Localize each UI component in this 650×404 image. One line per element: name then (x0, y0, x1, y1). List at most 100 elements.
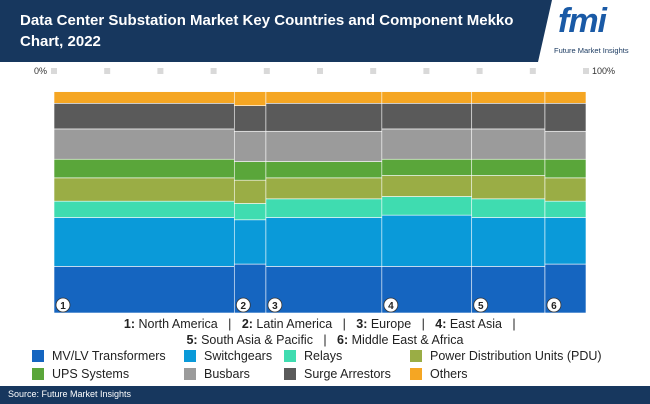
mekko-segment (544, 91, 587, 104)
mekko-segment (53, 177, 235, 202)
legend-item: Power Distribution Units (PDU) (410, 349, 602, 365)
axis-tick (263, 68, 270, 74)
mekko-segment (53, 103, 235, 130)
column-marker-label: 6 (551, 301, 557, 312)
mekko-segment (53, 217, 235, 267)
mekko-segment (544, 217, 587, 265)
logo-mark: fmi (558, 2, 607, 40)
separator: | (312, 333, 338, 347)
legend-label: MV/LV Transformers (52, 349, 166, 363)
mekko-segment (544, 158, 587, 179)
legend-swatch (284, 368, 296, 380)
mekko-segment (381, 103, 473, 130)
country-number: 5: (186, 333, 198, 347)
mekko-segment (265, 266, 383, 314)
column-marker (235, 297, 251, 313)
legend-item: MV/LV Transformers (32, 349, 166, 365)
country-key: 1: North America | 2: Latin America | 3:… (0, 316, 650, 348)
mekko-segment (381, 175, 473, 197)
mekko-segment (265, 198, 383, 218)
separator: | (501, 317, 527, 331)
column-marker (546, 297, 562, 313)
legend-swatch (184, 368, 196, 380)
country-number: 6: (337, 333, 349, 347)
legend-label: Switchgears (204, 349, 273, 363)
separator: | (217, 317, 242, 331)
axis-tick (210, 68, 217, 74)
legend-label: UPS Systems (52, 367, 130, 381)
country-name: East Asia (446, 317, 502, 331)
country-number: 2: (241, 317, 253, 331)
country-key-line-1: 1: North America | 2: Latin America | 3:… (0, 316, 650, 332)
country-name: Europe (367, 317, 412, 331)
country-number: 3: (356, 317, 368, 331)
country-name: Latin America (252, 317, 333, 331)
country-name: Middle East & Africa (348, 333, 464, 347)
mekko-segment (53, 91, 235, 104)
legend-label: Relays (304, 349, 343, 363)
separator: | (411, 317, 436, 331)
legend-swatch (32, 368, 44, 380)
legend-swatch (410, 368, 422, 380)
mekko-segment (381, 128, 473, 160)
axis-tick (529, 68, 536, 74)
source-note: Source: Future Market Insights (8, 389, 132, 399)
axis-tick (476, 68, 483, 74)
mekko-segment (471, 91, 546, 104)
mekko-segment (544, 200, 587, 218)
axis-tick (157, 68, 164, 74)
mekko-segment (381, 91, 473, 104)
column-marker (267, 297, 283, 313)
mekko-segment (53, 266, 235, 314)
mekko-segment (381, 158, 473, 176)
legend-label: Surge Arrestors (304, 367, 391, 381)
mekko-segment (233, 179, 267, 204)
mekko-segment (53, 158, 235, 179)
mekko-segment (471, 175, 546, 200)
country-key-line-2: 5: South Asia & Pacific | 6: Middle East… (0, 332, 650, 348)
mekko-segment (233, 219, 267, 265)
legend-item: Switchgears (184, 349, 272, 365)
mekko-segment (471, 198, 546, 218)
mekko-segment (265, 130, 383, 162)
mekko-chart: 1 2 3 4 5 6 (51, 68, 589, 314)
country-number: 4: (435, 317, 447, 331)
axis-tick (51, 68, 57, 74)
country-name: North America (135, 317, 218, 331)
legend-label: Others (430, 367, 468, 381)
chart-title: Data Center Substation Market Key Countr… (20, 12, 514, 50)
mekko-segment (265, 103, 383, 132)
mekko-segment (265, 91, 383, 104)
column-marker-label: 4 (388, 301, 394, 312)
mekko-segment (53, 128, 235, 160)
mekko-segment (265, 217, 383, 267)
axis-tick (423, 68, 430, 74)
column-marker (55, 297, 71, 313)
mekko-segment (233, 130, 267, 162)
mekko-segment (381, 196, 473, 216)
legend-swatch (410, 350, 422, 362)
mekko-segment (471, 158, 546, 176)
logo-subtitle: Future Market Insights (554, 46, 629, 55)
mekko-segment (233, 105, 267, 132)
logo: fmi Future Market Insights (538, 0, 650, 62)
column-marker-label: 1 (60, 301, 66, 312)
legend-swatch (184, 350, 196, 362)
column-marker-label: 2 (241, 301, 247, 312)
mekko-segment (265, 177, 383, 200)
legend-label: Power Distribution Units (PDU) (430, 349, 602, 363)
mekko-segment (544, 177, 587, 202)
legend-swatch (284, 350, 296, 362)
legend-label: Busbars (204, 367, 250, 381)
legend-item: Busbars (184, 367, 250, 383)
column-marker-label: 3 (272, 301, 278, 312)
mekko-segment (233, 91, 267, 106)
mekko-segment (265, 161, 383, 179)
axis-tick (370, 68, 377, 74)
header-bar: Data Center Substation Market Key Countr… (0, 0, 650, 62)
column-marker (383, 297, 399, 313)
legend-item: UPS Systems (32, 367, 129, 383)
mekko-segment (544, 130, 587, 160)
legend-swatch (32, 350, 44, 362)
mekko-segment (381, 214, 473, 267)
